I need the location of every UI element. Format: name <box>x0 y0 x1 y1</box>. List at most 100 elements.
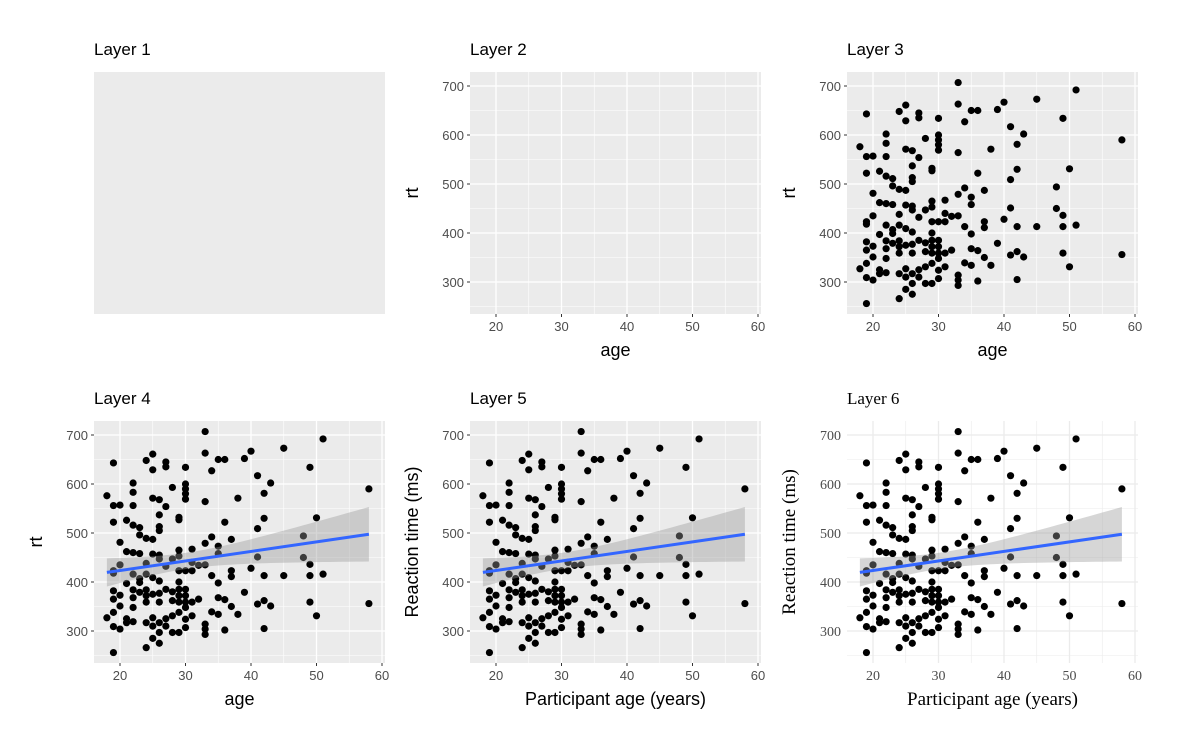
data-point <box>142 644 150 652</box>
data-point <box>1059 114 1067 122</box>
data-point <box>928 279 936 288</box>
data-point <box>882 586 890 594</box>
data-point <box>967 106 975 115</box>
data-point <box>862 152 871 161</box>
regression-line <box>106 532 370 574</box>
data-point <box>122 619 131 627</box>
data-point <box>623 564 631 572</box>
data-point <box>175 552 183 560</box>
data-point <box>862 238 871 246</box>
y-tick-label: 700 <box>66 428 88 443</box>
data-point <box>623 447 631 455</box>
data-point <box>188 598 196 606</box>
x-axis-label: age <box>977 340 1007 360</box>
data-point <box>531 577 539 585</box>
y-tick-label: 400 <box>820 576 841 591</box>
data-point <box>741 599 749 608</box>
data-point <box>902 494 910 502</box>
data-point <box>915 153 923 162</box>
data-point <box>902 241 910 249</box>
data-point <box>875 516 884 524</box>
data-point <box>967 200 975 209</box>
data-point <box>889 229 897 238</box>
data-point <box>485 518 494 526</box>
data-point <box>129 618 137 626</box>
data-point <box>505 570 513 578</box>
data-point <box>479 492 487 500</box>
x-tick-label: 50 <box>685 668 699 683</box>
confidence-ribbon <box>106 507 369 587</box>
data-point <box>175 516 183 524</box>
data-point <box>267 602 275 610</box>
data-point <box>531 526 539 535</box>
data-point <box>1006 123 1015 131</box>
y-tick-label: 400 <box>819 226 841 241</box>
data-point <box>928 608 936 616</box>
data-point <box>934 567 943 575</box>
data-point <box>961 572 969 580</box>
data-point <box>1118 250 1126 259</box>
data-point <box>584 572 592 580</box>
data-point <box>954 190 962 198</box>
data-point <box>485 595 494 603</box>
x-tick-label: 50 <box>1062 319 1076 334</box>
data-point <box>136 549 144 558</box>
data-point <box>577 625 585 633</box>
data-point <box>688 514 697 522</box>
data-point <box>175 598 183 606</box>
data-point <box>869 152 877 160</box>
data-point <box>109 622 118 631</box>
data-point <box>1006 600 1015 608</box>
data-point <box>941 196 949 204</box>
data-point <box>181 598 190 606</box>
data-point <box>908 526 916 535</box>
data-point <box>882 130 890 138</box>
data-point <box>214 542 222 550</box>
data-point <box>603 602 611 611</box>
data-point <box>934 114 943 122</box>
data-point <box>168 597 176 605</box>
data-point <box>518 598 526 606</box>
data-point <box>505 479 513 487</box>
data-point <box>365 599 373 608</box>
data-point <box>856 492 864 500</box>
data-point <box>941 209 949 217</box>
data-point <box>149 634 157 642</box>
data-point <box>682 560 690 568</box>
data-point <box>512 578 520 587</box>
data-point <box>512 524 520 532</box>
data-point <box>544 555 553 563</box>
data-point <box>1052 183 1060 191</box>
data-point <box>967 455 975 464</box>
y-axis-label: Reaction time (ms) <box>402 466 422 617</box>
data-point <box>974 596 982 604</box>
data-point <box>915 213 923 221</box>
x-axis-label: Participant age (years) <box>525 689 706 709</box>
x-tick-label: 50 <box>309 668 323 683</box>
data-point <box>136 524 144 532</box>
data-point <box>967 594 975 602</box>
data-point <box>518 644 526 652</box>
data-point <box>902 265 910 273</box>
data-point <box>636 489 644 497</box>
data-point <box>856 265 864 273</box>
data-point <box>934 218 943 226</box>
data-point <box>882 618 890 626</box>
data-point <box>941 249 949 257</box>
data-point <box>616 454 625 463</box>
data-point <box>590 455 598 464</box>
data-point <box>551 552 559 560</box>
data-point <box>538 622 546 630</box>
data-point <box>902 622 910 630</box>
data-point <box>122 516 131 524</box>
data-point <box>492 591 500 599</box>
data-point <box>875 619 884 627</box>
data-point <box>175 592 183 600</box>
data-point <box>1013 572 1021 580</box>
data-point <box>590 610 598 618</box>
data-point <box>557 603 566 612</box>
data-point <box>306 598 314 606</box>
data-point <box>525 535 533 543</box>
x-tick-label: 30 <box>932 669 946 684</box>
